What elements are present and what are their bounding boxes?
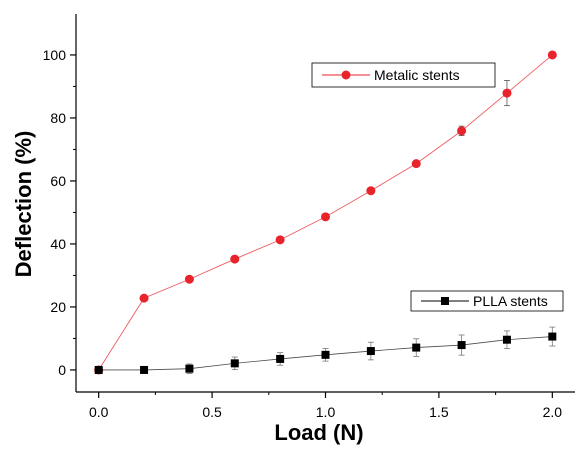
data-point bbox=[275, 235, 285, 245]
y-tick-label: 80 bbox=[50, 110, 66, 126]
data-point bbox=[139, 293, 149, 303]
series-plla bbox=[94, 326, 557, 374]
legend-layer: Metalic stents PLLA stents bbox=[311, 62, 564, 312]
data-point bbox=[321, 350, 330, 359]
x-tick-label: 1.5 bbox=[429, 404, 449, 420]
data-point bbox=[548, 332, 557, 341]
data-point bbox=[502, 335, 511, 344]
data-point bbox=[502, 88, 512, 98]
data-point bbox=[441, 297, 449, 305]
data-point bbox=[366, 347, 375, 356]
y-tick-label: 0 bbox=[58, 362, 66, 378]
x-tick-label: 2.0 bbox=[543, 404, 563, 420]
legend-metalic: Metalic stents bbox=[311, 62, 496, 88]
data-point bbox=[230, 254, 240, 264]
data-point bbox=[321, 212, 330, 222]
legend-label: Metalic stents bbox=[374, 67, 460, 83]
legend-plla: PLLA stents bbox=[410, 290, 564, 312]
ticks: 0.0 0.5 1.0 1.5 2.0 0 20 40 60 80 100 bbox=[43, 47, 563, 420]
data-point bbox=[411, 159, 421, 169]
data-point bbox=[457, 341, 466, 350]
y-axis-title: Deflection (%) bbox=[11, 131, 36, 278]
y-tick-label: 20 bbox=[50, 299, 66, 315]
data-point bbox=[412, 343, 421, 352]
legend-box bbox=[410, 290, 564, 312]
x-tick-label: 0.0 bbox=[89, 404, 109, 420]
legend-label: PLLA stents bbox=[473, 293, 548, 309]
y-tick-label: 100 bbox=[43, 47, 67, 63]
data-point bbox=[341, 70, 351, 80]
data-point bbox=[230, 359, 239, 368]
y-tick-label: 60 bbox=[50, 173, 66, 189]
series-layer bbox=[94, 50, 557, 375]
x-tick-label: 0.5 bbox=[202, 404, 222, 420]
data-point bbox=[94, 365, 103, 374]
y-tick-label: 40 bbox=[50, 236, 66, 252]
data-point bbox=[276, 354, 285, 363]
x-tick-label: 1.0 bbox=[316, 404, 336, 420]
data-point bbox=[366, 186, 376, 196]
data-point bbox=[184, 274, 194, 284]
data-point bbox=[185, 364, 194, 373]
data-point bbox=[547, 50, 557, 60]
data-point bbox=[457, 126, 467, 136]
data-point bbox=[140, 365, 149, 374]
x-axis-title: Load (N) bbox=[274, 420, 363, 445]
series-metalic bbox=[94, 50, 557, 375]
